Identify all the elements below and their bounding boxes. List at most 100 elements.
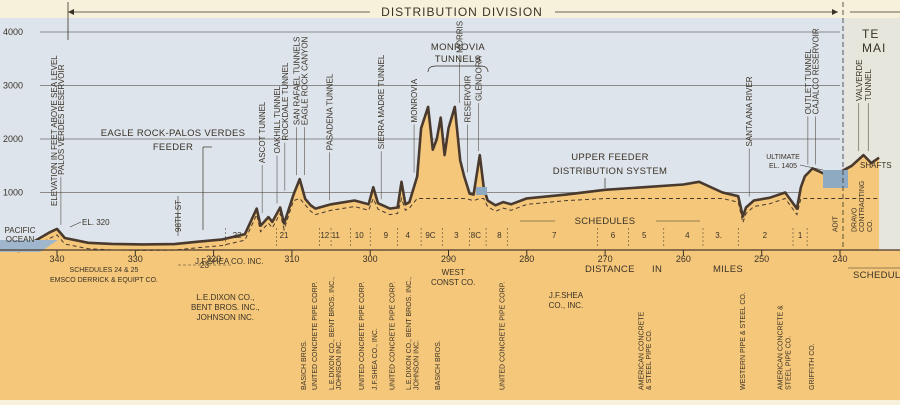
contractor-horizontal-label: L.E.DIXON CO., [196,293,254,302]
title-arrow-right [832,9,838,15]
schedule-number: 4 [406,231,411,240]
contractor-vertical-label: DRAVO [851,207,858,232]
contractor-horizontal-label: CONST CO. [431,278,475,287]
contractor-vertical-label: UNITED CONCRETE PIPE CORP. [389,282,396,390]
x-axis-ticks: 340 330 320 310 300 290 280 270 260 250 240 [49,250,848,264]
right-header-top: TE [862,27,879,41]
ultimate-leader [799,164,824,171]
contractor-vertical-label: UNITED CONCRETE PIPE CORP. [312,282,319,390]
contractor-vertical-label: STEEL PIPE CO. [786,336,793,390]
pipeline-hydraulic-line [17,196,880,253]
contractor-horizontal-label: J.F.SHEA [549,291,584,300]
landmark-label: PASADENA TUNNEL [325,73,334,150]
schedule-number: 9 [384,231,389,240]
contractor-horizontal-label: JOHNSON INC. [197,313,254,322]
x-axis-label-in: IN [652,264,662,275]
contractor-horizontal-label: EMSCO DERRICK & EQUIPT CO. [50,277,158,284]
schedule-number: 3. [715,231,722,240]
eagle-rock-feeder-label-2: FEEDER [153,142,193,153]
schedule-number: 22 [233,231,242,240]
x-tick-label: 240 [832,254,847,264]
contractor-vertical-label: GRIFFITH CO. [809,343,816,390]
schedule-number: 2 [763,231,768,240]
contractor-horizontal-label: SCHEDULES 24 & 25 [70,267,139,274]
ultimate-el-label: EL. 1405 [769,163,797,170]
contractor-vertical-labels: BASICH BROS. UNITED CONCRETE PIPE CORP. L.… [301,181,874,390]
landmark-label: SIERRA MADRE TUNNEL [377,54,386,149]
x-axis-label-distance: DISTANCE [585,264,635,275]
y-tick-label: 4000 [3,27,23,37]
x-tick-label: 270 [598,254,613,264]
x-tick-label: 340 [49,254,64,264]
ground-profile-line [17,105,880,248]
contractor-vertical-label: ADIT [833,215,840,232]
shafts-label: SHAFTS [860,161,892,170]
landmark-label: ASCOT TUNNEL [258,101,267,163]
contractor-horizontal-labels: SCHEDULES 24 & 25 EMSCO DERRICK & EQUIPT … [50,257,584,322]
y-tick-label: 1000 [3,188,23,198]
eagle-rock-feeder-label: EAGLE ROCK-PALOS VERDES [101,128,246,139]
landmark-label: TUNNEL [864,68,873,101]
schedule-number: 21 [280,231,289,240]
landmark-label: EAGLE ROCK CANYON [300,36,309,125]
ground-below-axis [0,250,900,400]
schedule-number: 8 [497,231,502,240]
y-tick-label: 3000 [3,81,23,91]
schedules-title: SCHEDULES [575,216,636,227]
contractor-horizontal-label: J.F.SHEA CO. INC. [195,257,263,266]
pacific-ocean-label-2: OCEAN [6,235,35,244]
landmark-label: PALOS VERDES RESERVOIR [57,64,66,175]
schedule-number: 12 [320,231,329,240]
y-axis-ticks: 4000 3000 2000 1000 [3,27,23,198]
right-schedule-label: SCHEDULE [853,270,900,281]
contractor-vertical-label: UNITED CONCRETE PIPE CORP. [500,282,507,390]
landmark-label: SAN RAFAEL TUNNELS [293,37,302,125]
contractor-horizontal-label: WEST [442,268,465,277]
schedule-number: 6 [611,231,616,240]
landmark-label: RESERVOIR [463,75,472,122]
y-tick-label: 2000 [3,134,23,144]
monrovia-tunnels-label: MONROVIA [431,42,485,53]
landmark-label: OAKHILL TUNNEL [273,85,282,153]
schedule-number: 8C [471,231,481,240]
contractor-horizontal-label: CO., INC. [549,301,584,310]
schedule-number: 1 [798,231,803,240]
monrovia-tunnels-brace [427,65,489,73]
el-320-leader [69,221,82,228]
upper-feeder-label-2: DISTRIBUTION SYSTEM [553,166,667,177]
contractor-vertical-label: L.E.DIXON CO., BENT BROS. INC., [406,277,413,390]
contractor-vertical-label: WESTERN PIPE & STEEL CO. [740,292,747,390]
landmark-label: SANTA ANA RIVER [745,76,754,146]
schedule-numbers: 22 21 12 11 10 9 4 9C 3 8C 8 7 6 5 4 3. 2 1 [225,228,808,246]
contractor-vertical-label: BASICH BROS. [301,340,308,390]
schedule-number: 4 [685,231,690,240]
schedule-number: 3 [454,231,459,240]
division-title: DISTRIBUTION DIVISION [381,5,543,19]
landmark-label: MONROVIA [410,78,419,122]
contractor-vertical-label: CO. [867,220,874,233]
el-320-label: EL. 320 [82,218,110,227]
x-tick-label: 280 [519,254,534,264]
x-tick-label: 330 [128,254,143,264]
schedule-number: 5 [642,231,647,240]
landmark-label: VALVERDE [855,60,864,102]
contractor-horizontal-label: BENT BROS. INC., [191,303,260,312]
landmark-label: GLENDORA [474,55,483,101]
y-axis-label: ELEVATION IN FEET ABOVE SEA LEVEL [50,55,59,206]
98th-st-label: 98TH ST [174,200,183,232]
contractor-vertical-label: CONTRACTING [859,181,866,232]
ground-fill [17,106,880,253]
schedule-number: 7 [552,231,557,240]
schedule-23-label: 23 [200,261,209,270]
contractor-vertical-label: & STEEL PIPE CO. [646,329,653,390]
pacific-ocean-water [0,240,58,252]
right-header-sub: MAI [862,41,886,55]
landmark-labels: PALOS VERDES RESERVOIR ASCOT TUNNEL OAKHIL… [57,21,873,225]
contractor-vertical-label: BASICH BROS. [435,340,442,390]
x-tick-label: 310 [284,254,299,264]
morris-reservoir-water [476,187,487,195]
monrovia-tunnels-label-2: TUNNELS [435,54,481,65]
contractor-vertical-label: JOHNSON INC. [414,340,421,390]
landmark-label: OUTLET TUNNEL [804,48,813,114]
